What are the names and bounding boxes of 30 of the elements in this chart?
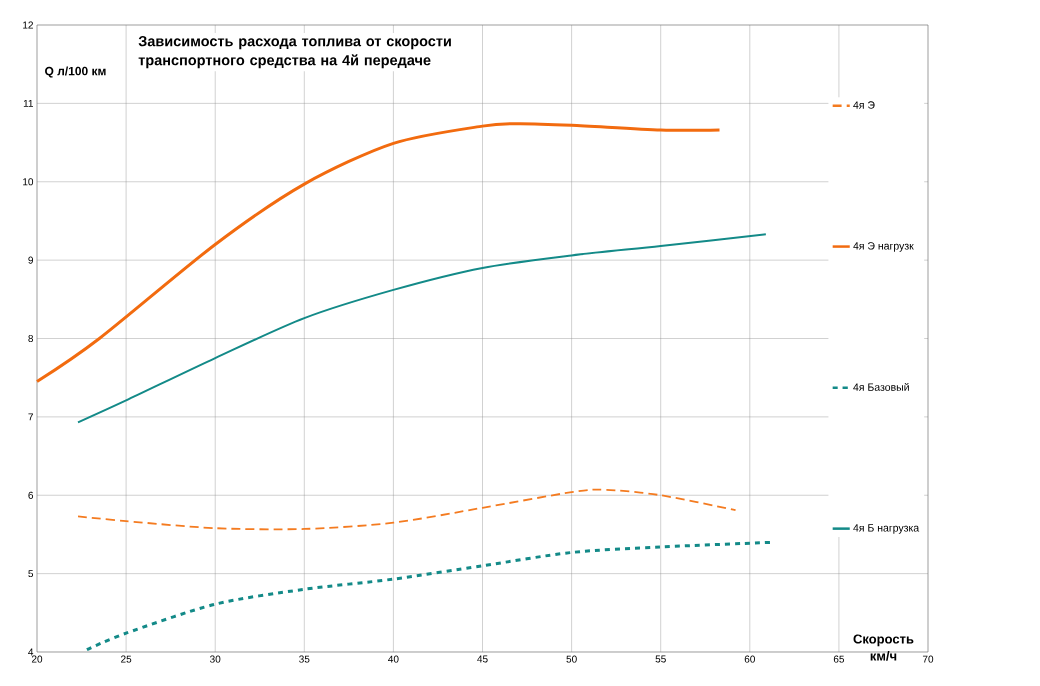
x-axis-title: Скорость км/ч bbox=[853, 634, 914, 661]
y-tick-label: 6 bbox=[28, 491, 34, 499]
legend-label: 4я Б нагрузка bbox=[853, 524, 920, 534]
y-tick-label: 10 bbox=[23, 178, 34, 186]
line-series bbox=[77, 488, 737, 531]
legend-label: 4я Э нагрузк bbox=[853, 242, 914, 252]
text: Зависимость расхода топлива от скорости транспортного средства на 4й передаче bbox=[138, 36, 451, 69]
x-tick-label: 25 bbox=[121, 655, 132, 663]
line-series bbox=[76, 233, 767, 424]
x-tick-label: 55 bbox=[655, 655, 666, 663]
x-tick-label: 35 bbox=[299, 655, 310, 663]
y-tick-label: 11 bbox=[23, 99, 33, 107]
y-axis-title: Q л/100 км bbox=[45, 66, 106, 78]
y-tick-label: 7 bbox=[28, 413, 33, 421]
x-tick-label: 65 bbox=[833, 655, 845, 663]
y-tick-label: 9 bbox=[28, 256, 34, 264]
x-tick-label: 60 bbox=[744, 655, 755, 663]
x-tick-label: 70 bbox=[922, 655, 934, 663]
legend-label: 4я Базовый bbox=[853, 382, 909, 391]
x-tick-label: 40 bbox=[388, 655, 399, 663]
x-tick-label: 45 bbox=[477, 655, 488, 663]
line-series bbox=[35, 122, 722, 384]
y-tick-label: 4 bbox=[28, 648, 34, 656]
legend-label: 4я Э bbox=[853, 101, 875, 109]
x-tick-label: 50 bbox=[566, 655, 577, 663]
x-tick-label: 20 bbox=[31, 655, 43, 663]
y-tick-label: 5 bbox=[28, 570, 34, 578]
y-tick-label: 8 bbox=[28, 334, 34, 343]
x-tick-label: 30 bbox=[210, 655, 221, 663]
y-tick-label: 12 bbox=[23, 21, 33, 29]
